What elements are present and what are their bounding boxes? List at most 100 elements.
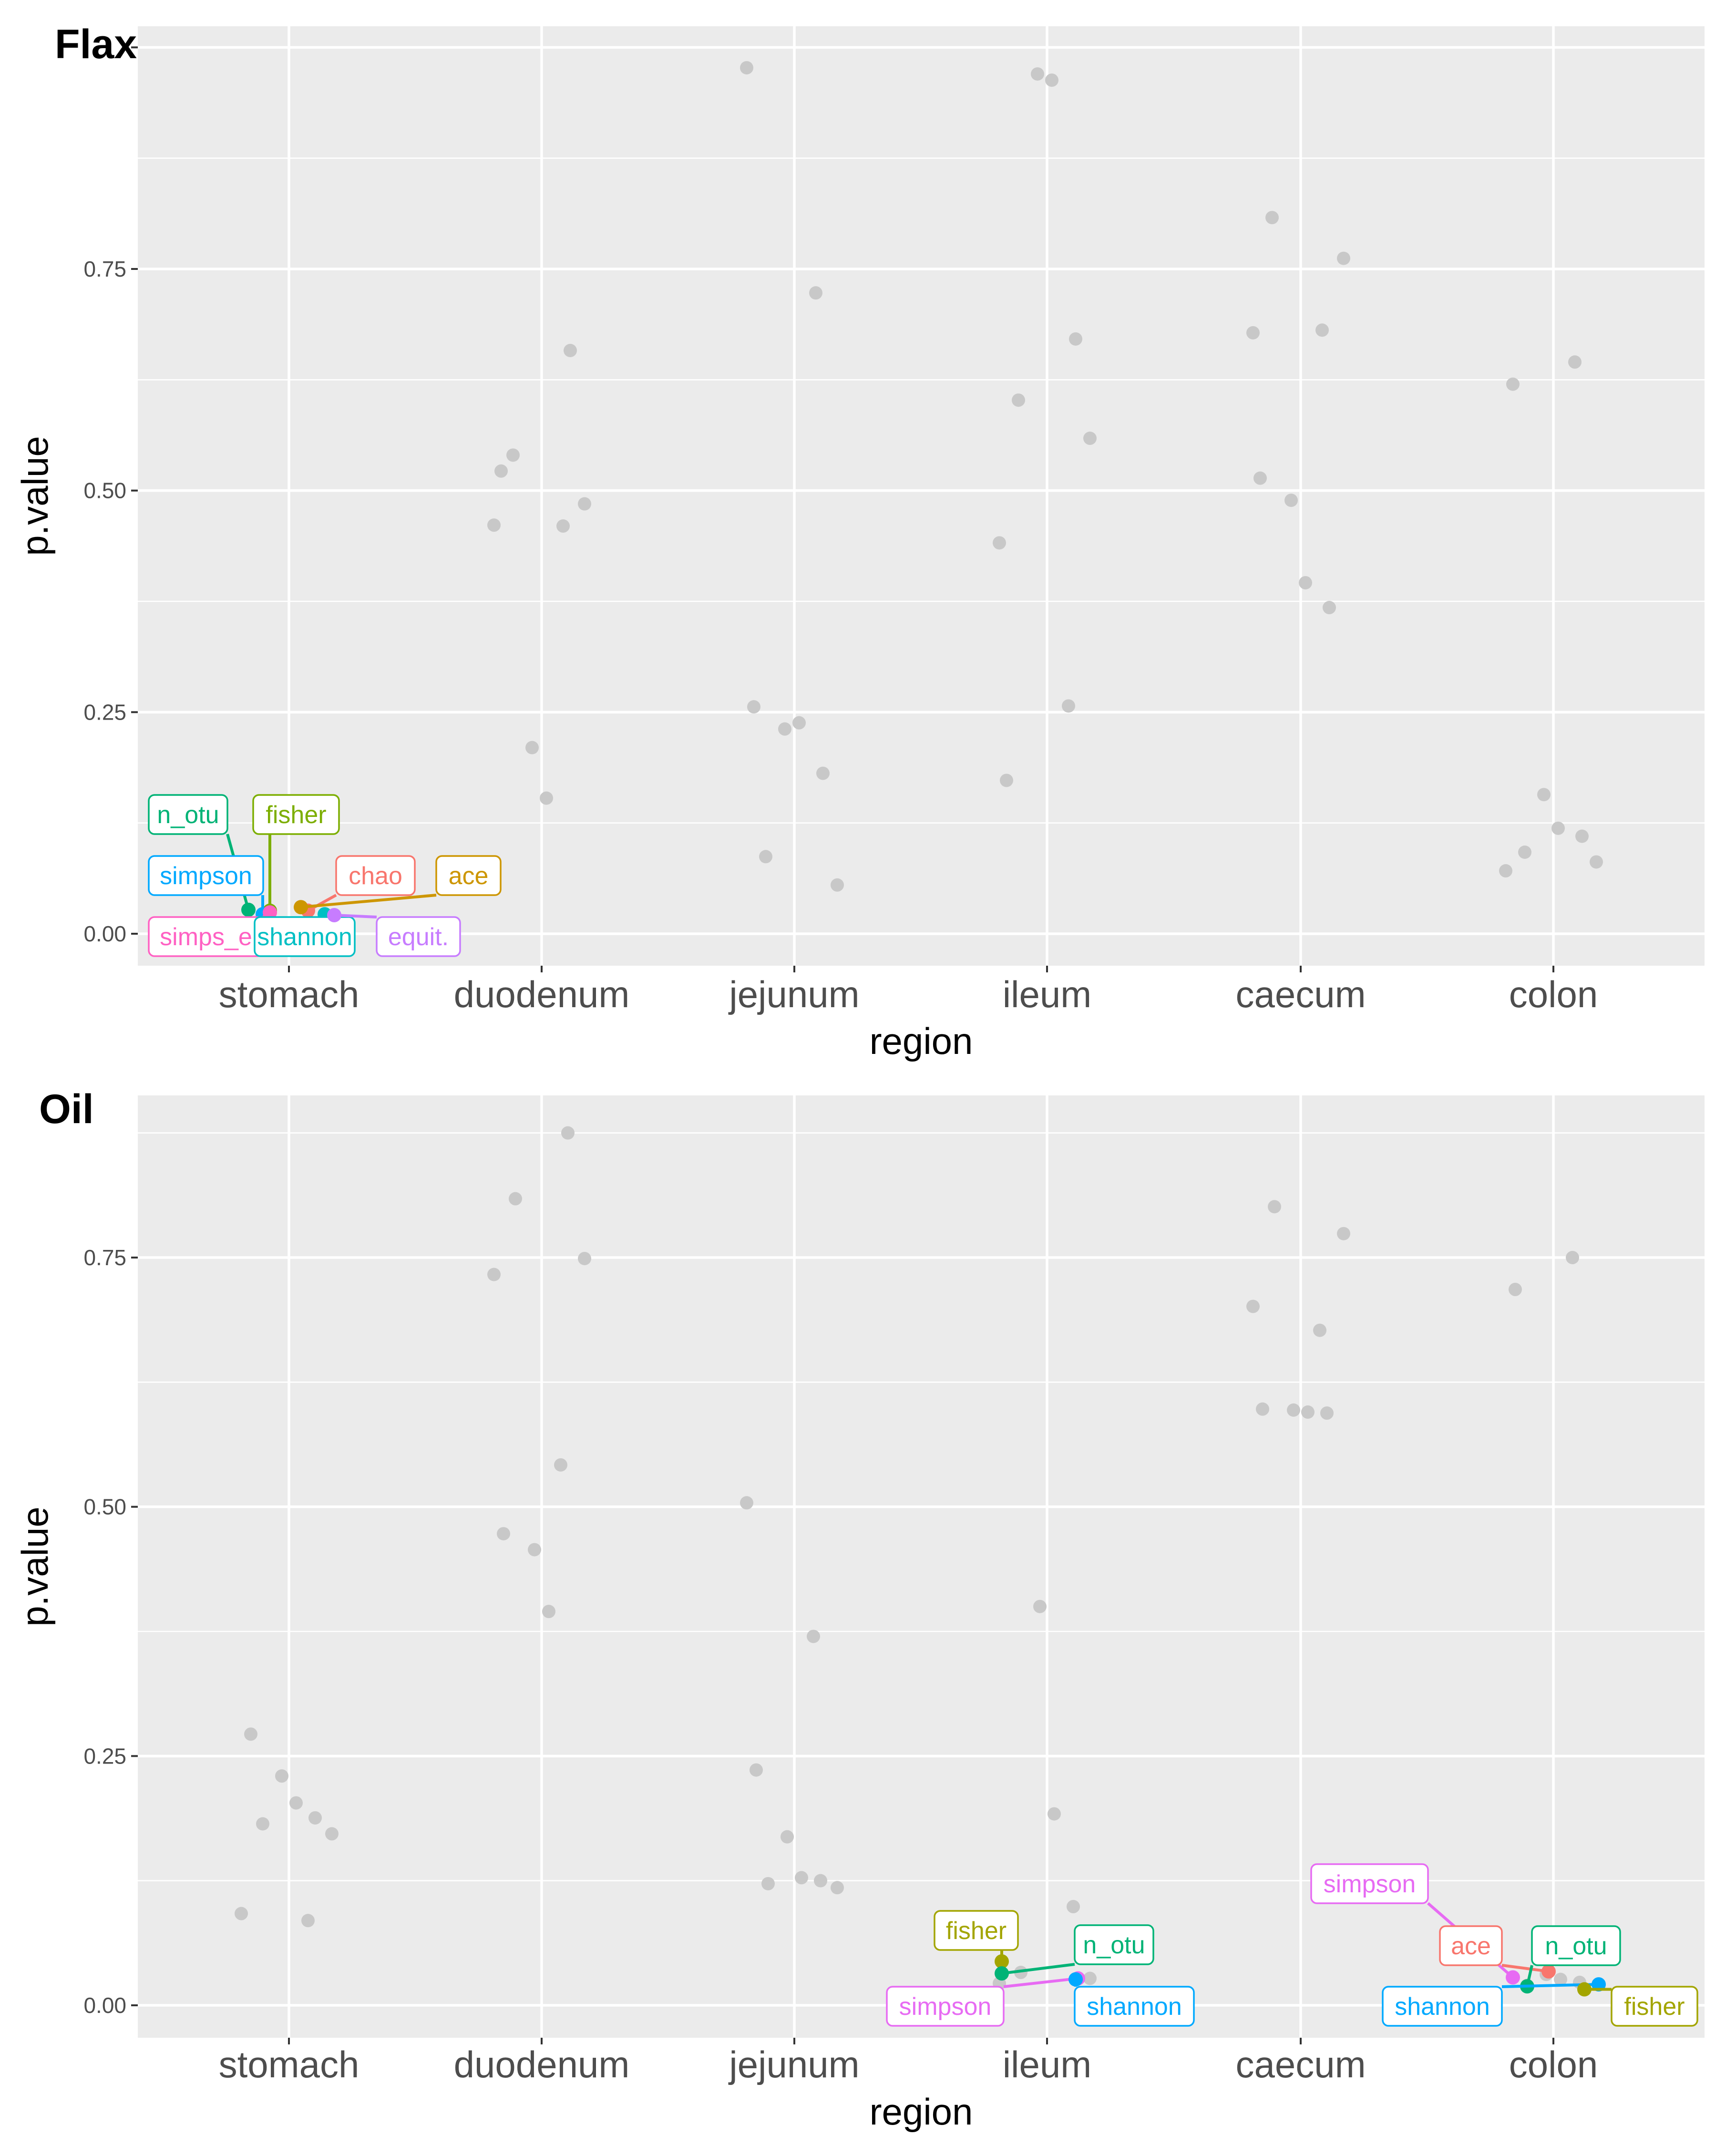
highlight-point-n_otu bbox=[995, 1966, 1009, 1981]
data-point-stomach bbox=[275, 1769, 288, 1783]
label-box-fisher bbox=[1611, 1986, 1698, 2027]
data-point-ileum bbox=[1012, 393, 1025, 407]
data-point-caecum bbox=[1315, 323, 1329, 337]
x-tick-label-stomach: stomach bbox=[219, 2043, 360, 2085]
data-point-caecum bbox=[1256, 1402, 1269, 1416]
data-point-jejunum bbox=[740, 61, 753, 75]
label-text-n_otu: n_otu bbox=[157, 801, 219, 829]
highlight-point-shannon bbox=[1068, 1972, 1083, 1987]
data-point-caecum bbox=[1287, 1403, 1300, 1417]
data-point-stomach bbox=[325, 1827, 339, 1841]
data-point-jejunum bbox=[740, 1496, 753, 1510]
panel-title: Oil bbox=[39, 1086, 94, 1132]
label-connector-ace bbox=[1501, 1964, 1549, 1973]
data-point-duodenum bbox=[542, 1605, 555, 1619]
label-box-ace bbox=[435, 855, 502, 896]
x-tick-label-caecum: caecum bbox=[1235, 2043, 1366, 2085]
panel-title: Flax bbox=[55, 21, 137, 67]
panel-flax: 0.00 0.25 0.50 0.75 stomach duodenum jejunum il… bbox=[14, 21, 1705, 1062]
highlight-point-fisher bbox=[1577, 1982, 1592, 1997]
data-point-jejunum bbox=[792, 716, 806, 730]
data-point-duodenum bbox=[487, 1268, 501, 1281]
data-point-colon bbox=[1537, 788, 1551, 802]
data-point-jejunum bbox=[816, 766, 830, 780]
data-point-caecum bbox=[1284, 494, 1298, 507]
x-tick-label-duodenum: duodenum bbox=[454, 973, 630, 1015]
label-text-fisher: fisher bbox=[946, 1917, 1007, 1945]
label-box-n_otu bbox=[1531, 1925, 1621, 1966]
data-point-caecum bbox=[1313, 1323, 1326, 1337]
label-box-simpson bbox=[148, 855, 264, 896]
label-box-ace bbox=[1439, 1925, 1503, 1966]
highlight-point-ace bbox=[294, 900, 308, 915]
data-point-stomach bbox=[256, 1817, 269, 1831]
data-point-caecum bbox=[1265, 211, 1279, 225]
data-point-caecum bbox=[1337, 1227, 1350, 1240]
data-point-caecum bbox=[1246, 1300, 1260, 1313]
data-point-caecum bbox=[1323, 601, 1336, 615]
data-point-colon bbox=[1509, 1282, 1522, 1296]
label-text-simps_e: simps_e bbox=[160, 923, 252, 951]
label-text-shannon: shannon bbox=[1395, 1993, 1490, 2021]
y-tick-label: 0.50 bbox=[83, 1495, 126, 1519]
data-point-stomach bbox=[301, 1914, 315, 1928]
data-point-jejunum bbox=[831, 878, 844, 892]
data-point-jejunum bbox=[781, 1830, 794, 1844]
data-point-duodenum bbox=[509, 1192, 522, 1206]
data-point-duodenum bbox=[554, 1458, 567, 1472]
data-point-duodenum bbox=[540, 791, 553, 805]
x-tick-label-jejunum: jejunum bbox=[728, 2043, 859, 2085]
data-point-duodenum bbox=[525, 741, 539, 754]
highlight-point-ace bbox=[1541, 1964, 1556, 1979]
x-tick-label-caecum: caecum bbox=[1235, 973, 1366, 1015]
y-axis-title: p.value bbox=[14, 436, 56, 556]
label-connector-simpson bbox=[1003, 1977, 1079, 1988]
data-point-jejunum bbox=[778, 722, 791, 736]
data-point-jejunum bbox=[795, 1871, 808, 1885]
label-box-chao bbox=[335, 855, 416, 896]
data-point-ileum bbox=[993, 536, 1006, 550]
data-point-caecum bbox=[1268, 1200, 1281, 1214]
label-text-ace: ace bbox=[449, 862, 489, 890]
y-tick-label: 0.75 bbox=[83, 1245, 126, 1270]
label-text-simpson: simpson bbox=[1324, 1870, 1416, 1898]
data-point-caecum bbox=[1246, 326, 1260, 340]
data-point-colon bbox=[1499, 864, 1512, 878]
y-tick-label: 0.00 bbox=[83, 1993, 126, 2018]
label-text-shannon: shannon bbox=[257, 923, 352, 951]
highlight-point-n_otu bbox=[241, 902, 256, 917]
label-text-chao: chao bbox=[349, 862, 402, 890]
data-point-caecum bbox=[1299, 576, 1312, 589]
data-point-caecum bbox=[1301, 1405, 1315, 1419]
data-point-duodenum bbox=[578, 497, 591, 511]
label-connector-ace bbox=[300, 894, 437, 909]
data-point-stomach bbox=[244, 1727, 257, 1741]
data-point-ileum bbox=[1067, 1900, 1080, 1914]
label-box-n_otu bbox=[1074, 1924, 1154, 1965]
data-point-duodenum bbox=[487, 518, 501, 532]
data-point-jejunum bbox=[809, 286, 822, 300]
label-box-simpson bbox=[886, 1986, 1005, 2027]
label-box-fisher bbox=[934, 1910, 1019, 1951]
data-point-ileum bbox=[1031, 67, 1044, 81]
data-point-jejunum bbox=[807, 1630, 820, 1643]
label-box-equit bbox=[376, 916, 461, 957]
y-axis-title: p.value bbox=[14, 1506, 56, 1627]
x-axis-title: region bbox=[870, 1020, 973, 1062]
data-point-ileum bbox=[1033, 1599, 1047, 1613]
data-point-colon bbox=[1554, 1972, 1567, 1986]
y-tick-label: 0.00 bbox=[83, 921, 126, 946]
x-tick-label-colon: colon bbox=[1509, 973, 1598, 1015]
label-box-shannon bbox=[1074, 1986, 1195, 2027]
y-tick-label: 0.75 bbox=[83, 257, 126, 281]
data-point-jejunum bbox=[761, 1877, 775, 1890]
label-text-simpson: simpson bbox=[160, 862, 252, 890]
y-tick-label: 0.25 bbox=[83, 1743, 126, 1768]
data-point-duodenum bbox=[528, 1543, 541, 1557]
label-box-fisher bbox=[252, 794, 340, 835]
data-point-duodenum bbox=[578, 1252, 591, 1266]
data-point-duodenum bbox=[564, 343, 577, 357]
label-text-fisher: fisher bbox=[266, 801, 326, 829]
data-point-ileum bbox=[1069, 332, 1082, 346]
